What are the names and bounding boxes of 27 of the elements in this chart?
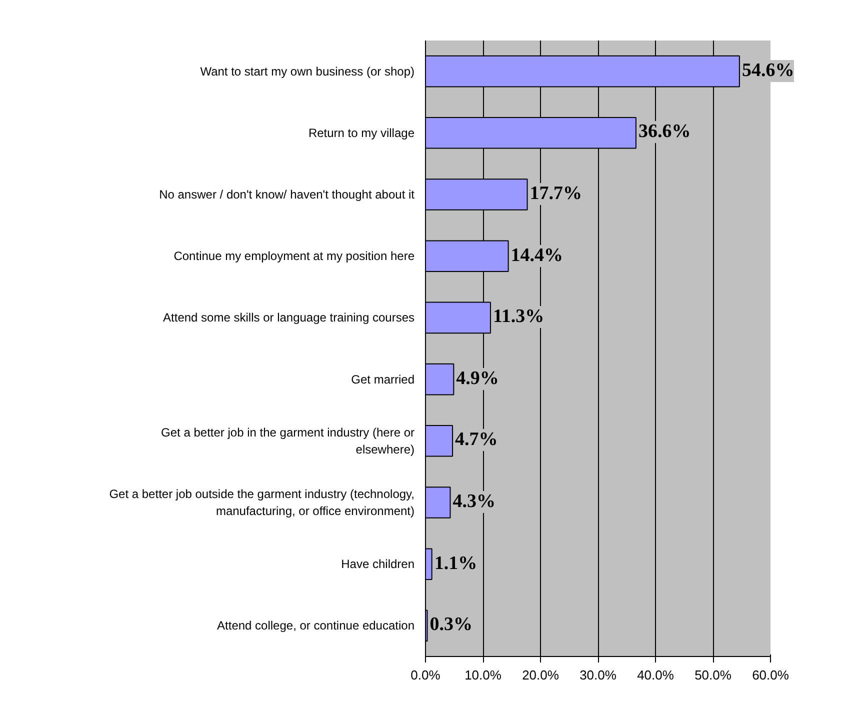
data-label: 4.3% [452,491,496,513]
x-tick-label: 40.0% [637,668,674,682]
y-tick-label: Want to start my own business (or shop) [200,64,415,78]
x-tick-label: 10.0% [464,668,502,682]
y-tick-label: Get a better job outside the garment industry (technology, manufacturing, or office environment) [109,487,415,518]
y-tick-label: Attend college, or continue education [217,618,415,633]
x-tick-label: 0.0% [410,668,441,682]
x-tick-label: 50.0% [694,668,732,682]
data-label: 17.7% [530,183,582,205]
y-tick-label: Attend some skills or language training courses [163,310,414,325]
data-label: 1.1% [434,552,478,575]
x-tick-label: 30.0% [580,668,617,682]
y-tick-label: No answer / don't know/ haven't thought about it [159,188,416,202]
data-label: 0.3% [430,614,472,636]
y-tick-label: Have children [341,557,415,572]
data-label: 36.6% [638,121,691,144]
y-tick-label: Get a better job in the garment industry (here or elsewhere) [161,426,415,456]
y-tick-label: Return to my village [308,126,415,140]
data-label: 14.4% [510,244,564,267]
data-label: 11.3% [492,306,544,328]
data-label: 4.7% [455,429,498,452]
data-label: 4.9% [456,368,499,390]
data-label: 54.6% [742,60,794,82]
y-tick-label: Get married [351,372,415,386]
x-tick-label: 20.0% [522,668,560,682]
x-tick-label: 60.0% [752,668,790,682]
y-tick-label: Continue my employment at my position here [174,249,415,264]
